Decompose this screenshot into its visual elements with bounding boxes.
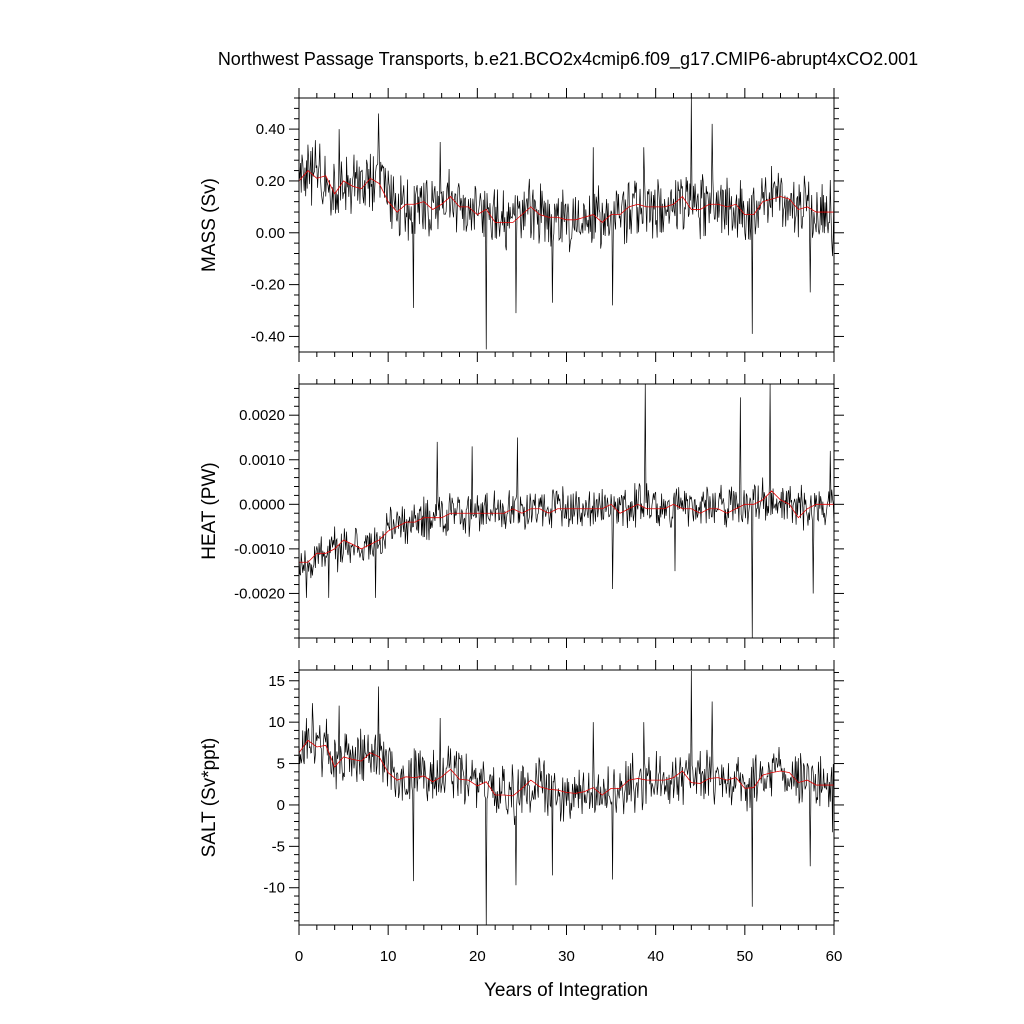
y-tick-label: 0 — [277, 797, 285, 814]
x-tick-label: 10 — [380, 948, 397, 965]
monthly-series-line — [299, 384, 834, 638]
y-tick-label: -0.0010 — [234, 541, 285, 558]
annual-mean-line — [299, 490, 834, 563]
y-tick-label: 0.40 — [256, 121, 285, 138]
y-tick-label: 0.0010 — [239, 452, 285, 469]
monthly-series-line — [299, 98, 834, 350]
x-tick-label: 40 — [647, 948, 664, 965]
y-tick-label: 0.0000 — [239, 496, 285, 513]
y-tick-label: -0.40 — [251, 328, 285, 345]
y-tick-label: -0.0020 — [234, 585, 285, 602]
y-tick-label: -5 — [272, 838, 285, 855]
x-tick-labels: 0 10 20 30 40 50 60 — [295, 948, 843, 965]
y-tick-label: -10 — [263, 880, 285, 897]
y-tick-label: 0.00 — [256, 225, 285, 242]
monthly-series-line — [299, 670, 834, 925]
y-tick-label: -0.20 — [251, 277, 285, 294]
chart-title: Northwest Passage Transports, b.e21.BCO2… — [218, 49, 918, 70]
panel-3: 15 10 5 0 -5 -10 SALT (Sv*ppt) — [199, 660, 844, 935]
panel-1: 0.40 0.20 0.00 -0.20 -0.40 MASS (Sv) — [199, 88, 844, 362]
annual-mean-line — [299, 170, 834, 223]
x-axis-label: Years of Integration — [484, 980, 648, 1001]
y-tick-label: 5 — [277, 756, 285, 773]
panel-2: 0.0020 0.0010 0.0000 -0.0010 -0.0020 HEAT (PW… — [199, 374, 844, 648]
x-tick-label: 60 — [826, 948, 843, 965]
x-tick-label: 0 — [295, 948, 303, 965]
y-tick-label: 0.0020 — [239, 407, 285, 424]
y-tick-label: 15 — [268, 673, 285, 690]
plot-frame — [298, 383, 835, 639]
plot-frame — [298, 97, 835, 353]
y-axis-label: SALT (Sv*ppt) — [199, 738, 220, 858]
y-axis-label: HEAT (PW) — [199, 462, 220, 559]
x-tick-label: 30 — [558, 948, 575, 965]
y-tick-label: 0.20 — [256, 173, 285, 190]
y-tick-label: 10 — [268, 714, 285, 731]
x-tick-label: 20 — [469, 948, 486, 965]
annual-mean-line — [299, 739, 834, 797]
x-tick-label: 50 — [736, 948, 753, 965]
y-axis-label: MASS (Sv) — [199, 178, 220, 272]
plot-frame — [298, 669, 835, 926]
